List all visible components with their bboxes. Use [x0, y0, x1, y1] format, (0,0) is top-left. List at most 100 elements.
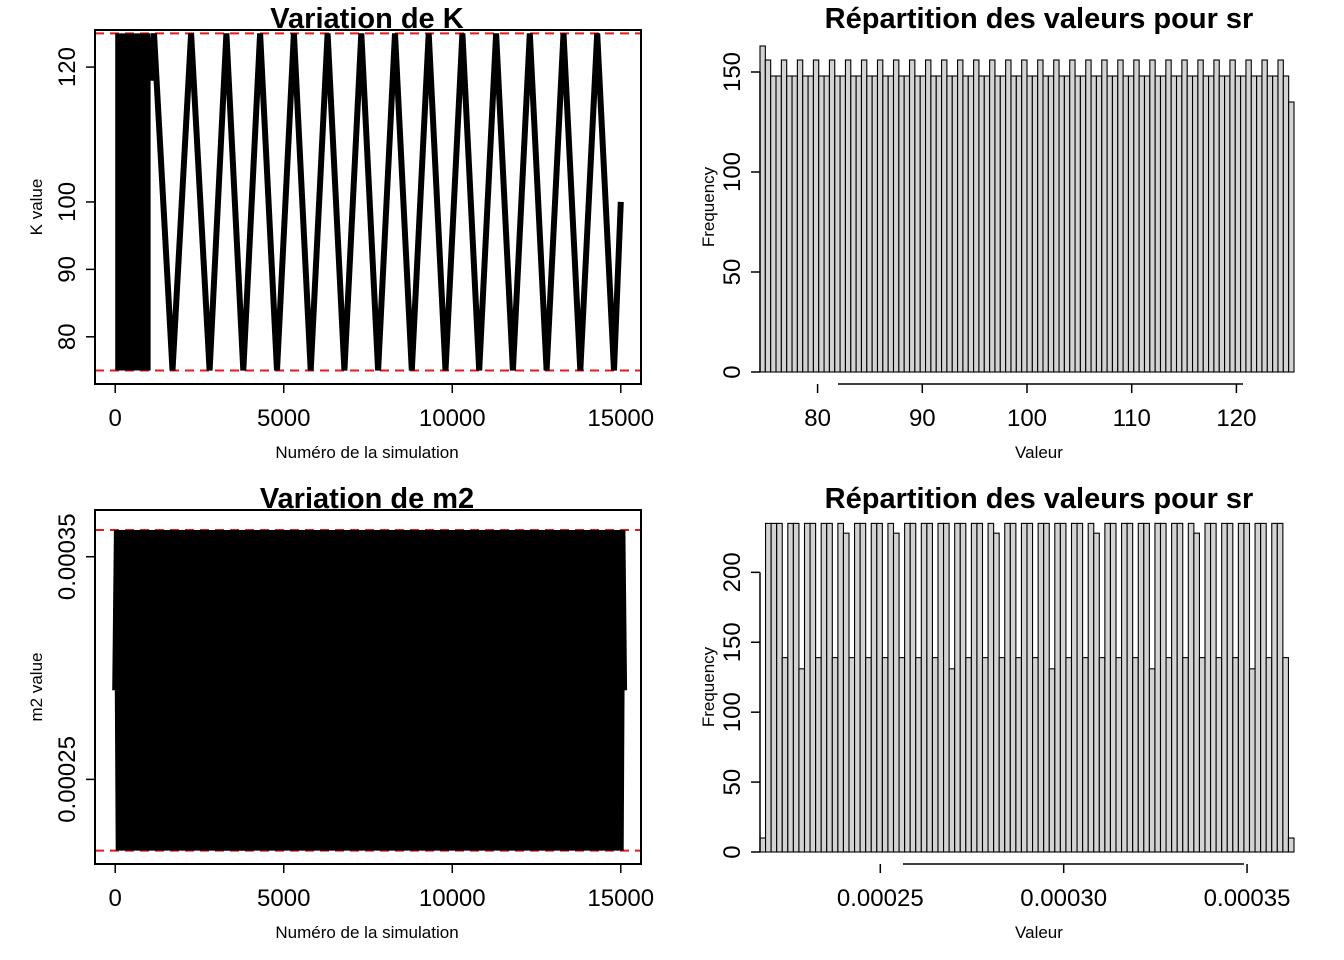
x-tick-label: 0 [109, 885, 122, 912]
x-axis-label: Numéro de la simulation [275, 923, 458, 942]
histogram-bar [887, 75, 895, 373]
histogram-bar [1065, 657, 1073, 853]
histogram-bar [941, 59, 948, 373]
histogram-bar [951, 75, 959, 373]
histogram-bar [1137, 522, 1145, 853]
y-tick-label: 80 [54, 323, 81, 350]
histogram-bar [796, 59, 804, 373]
histogram-bar [1043, 522, 1050, 853]
histogram-bar [860, 59, 868, 373]
histogram-bar [815, 657, 822, 853]
x-tick-label: 90 [909, 405, 936, 432]
histogram-bar [1165, 59, 1172, 373]
histogram-bar [1154, 522, 1162, 853]
histogram-bar [892, 532, 900, 853]
histogram-bar [1031, 75, 1039, 373]
histogram-bar [1070, 522, 1078, 853]
histogram-bar [1224, 75, 1231, 373]
histogram-bar [1159, 522, 1167, 853]
histogram-bar [1074, 75, 1081, 373]
y-tick-label: 0 [719, 845, 746, 858]
histogram-bar [876, 59, 884, 373]
dense-band [115, 33, 151, 371]
histogram-bar [881, 657, 889, 853]
histogram-bar [1186, 75, 1194, 373]
x-tick-label: 0.00035 [1204, 885, 1291, 912]
histogram-bar [787, 522, 794, 853]
histogram-bar [1181, 59, 1188, 373]
histogram-bar [1254, 522, 1262, 853]
histogram-bar [1058, 75, 1065, 373]
histogram-bar [809, 522, 817, 853]
histogram-bar [1265, 657, 1273, 853]
histogram-bar [1245, 59, 1252, 373]
histogram-bar [1143, 522, 1150, 853]
histogram-bar [870, 522, 878, 853]
histogram-bar [765, 522, 772, 853]
histogram-bar [1054, 522, 1061, 853]
histogram-bar [924, 59, 932, 373]
x-tick-label: 15000 [587, 405, 654, 432]
histogram-bar [931, 657, 939, 853]
histogram-bar [967, 75, 975, 373]
histogram-bar [898, 657, 906, 853]
histogram-bar [1126, 522, 1134, 853]
histogram-bar [978, 75, 985, 373]
histogram-bar [876, 522, 883, 853]
y-tick-label: 150 [719, 52, 746, 92]
histogram-bar [887, 522, 895, 853]
y-axis-label: m2 value [27, 653, 46, 722]
histogram-bar [1159, 75, 1167, 373]
x-tick-label: 120 [1216, 405, 1256, 432]
histogram-bar [1106, 75, 1113, 373]
histogram-bar [1243, 522, 1251, 853]
chart-title: Répartition des valeurs pour sr [825, 483, 1254, 515]
histogram-bar [1234, 75, 1242, 373]
y-tick-label: 50 [719, 769, 746, 796]
histogram-bar [839, 75, 846, 373]
histogram-bar [976, 522, 984, 853]
histogram-bar [1015, 657, 1022, 853]
histogram-bar [1221, 522, 1228, 853]
histogram-bar [1226, 522, 1234, 853]
histogram-bar [1010, 75, 1017, 373]
histogram-bar [764, 59, 772, 373]
histogram-bar [759, 45, 766, 373]
histogram-bar [812, 59, 820, 373]
histogram-bar [1111, 75, 1119, 373]
histogram-bar [959, 522, 967, 853]
histogram-bar [866, 75, 873, 373]
histogram-bar [871, 75, 879, 373]
histogram-bar [848, 657, 856, 853]
histogram-bar [946, 75, 953, 373]
histogram-bar [1165, 657, 1173, 853]
histogram-bar [1191, 75, 1199, 373]
y-tick-label: 200 [719, 552, 746, 592]
histogram-bar [957, 59, 964, 373]
histogram-bar [823, 75, 830, 373]
histogram-bar [1101, 59, 1108, 373]
histogram-bar [842, 532, 850, 853]
y-tick-label: 90 [54, 256, 81, 283]
plot-box [94, 509, 642, 865]
histogram-bar [965, 657, 972, 853]
histogram-bar [1117, 59, 1124, 373]
plot-box [94, 29, 642, 385]
histogram-bar [1197, 59, 1204, 373]
histogram-bar [1218, 75, 1226, 373]
histogram-bar [1004, 522, 1011, 853]
x-axis-label: Valeur [1015, 443, 1063, 462]
histogram-bar [1032, 657, 1039, 853]
histogram-bar [973, 59, 980, 373]
histogram-bar [1287, 837, 1295, 853]
histogram-bar [1121, 522, 1128, 853]
histogram-bar [831, 657, 839, 853]
histogram-bar [1132, 657, 1139, 853]
histogram-bar [1215, 657, 1223, 853]
y-tick-label: 120 [54, 47, 81, 87]
histogram-bar [1213, 59, 1220, 373]
y-tick-label: 100 [719, 692, 746, 732]
histogram-bar [1085, 59, 1092, 373]
